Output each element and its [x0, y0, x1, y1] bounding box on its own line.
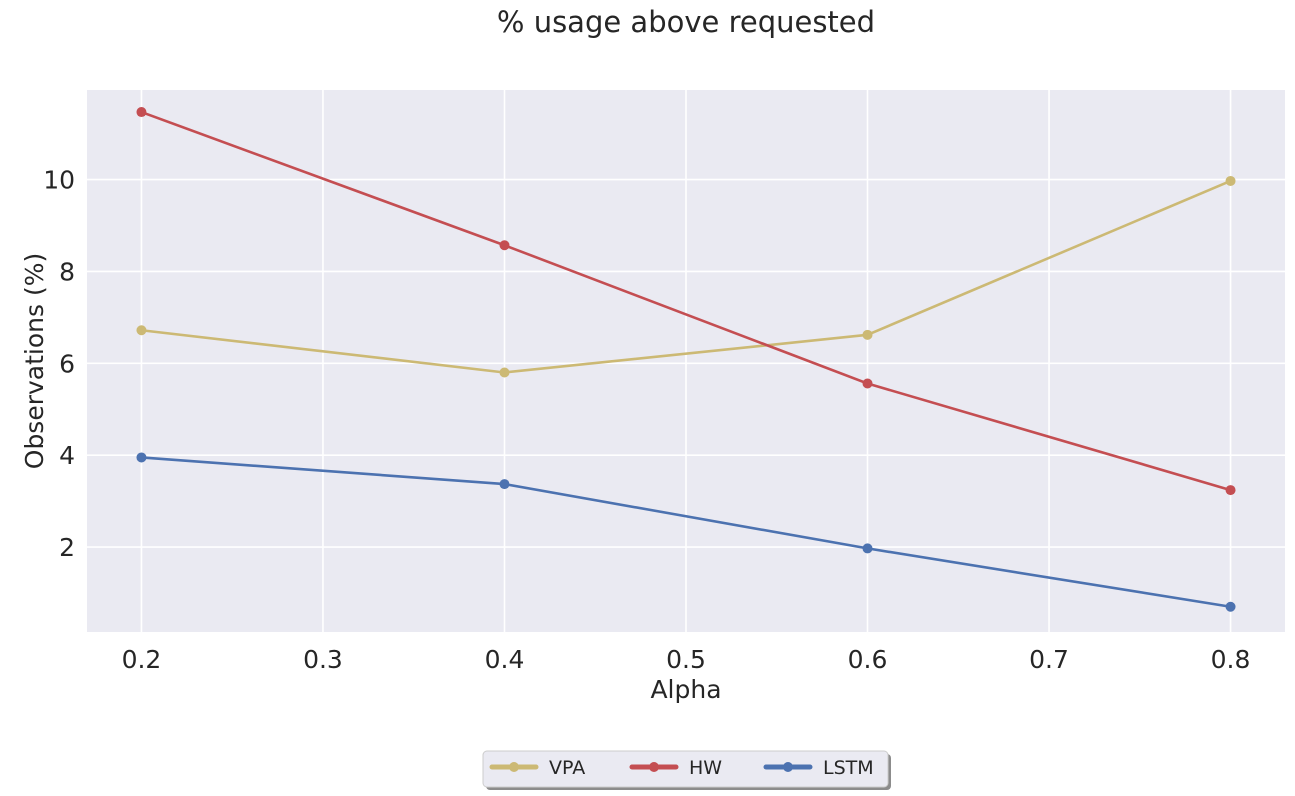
legend-label-lstm: LSTM: [823, 757, 874, 779]
series-line-vpa: [140, 179, 1232, 374]
series-lstm: [136, 452, 1236, 612]
data-point-hw: [862, 378, 873, 389]
y-axis-label: Observations (%): [20, 253, 49, 469]
legend-label-vpa: VPA: [549, 757, 585, 779]
legend-marker-lstm: [783, 762, 793, 772]
tick-labels: 0.2 0.3 0.4 0.5 0.6 0.7 0.8 2 4 6 8 10: [43, 166, 1250, 674]
data-point-vpa: [1225, 175, 1236, 186]
y-tick-label: 6: [59, 349, 75, 378]
legend-label-hw: HW: [689, 757, 722, 779]
y-tick-label: 2: [59, 533, 75, 562]
legend-marker-hw: [649, 762, 659, 772]
x-tick-label: 0.2: [122, 645, 162, 674]
x-tick-label: 0.7: [1029, 645, 1069, 674]
series-layer: [136, 107, 1236, 612]
data-point-lstm: [1225, 601, 1236, 612]
data-point-vpa: [136, 325, 147, 336]
y-tick-label: 4: [59, 441, 75, 470]
data-point-vpa: [499, 367, 510, 378]
x-tick-label: 0.3: [303, 645, 343, 674]
data-point-lstm: [499, 479, 510, 490]
data-point-lstm: [136, 452, 147, 463]
chart-title: % usage above requested: [497, 5, 875, 39]
series-vpa: [136, 175, 1236, 378]
legend-item-hw: HW: [629, 757, 722, 779]
data-point-vpa: [862, 329, 873, 340]
series-line-hw: [140, 110, 1232, 492]
legend-marker-vpa: [509, 762, 519, 772]
legend-item-vpa: VPA: [489, 757, 585, 779]
legend-box: [482, 750, 889, 788]
x-tick-label: 0.4: [485, 645, 525, 674]
y-tick-label: 10: [43, 166, 75, 195]
series-line-lstm: [140, 456, 1232, 609]
series-hw: [136, 107, 1236, 496]
x-tick-label: 0.8: [1211, 645, 1251, 674]
data-point-hw: [1225, 485, 1236, 496]
data-point-hw: [136, 107, 147, 118]
legend-item-lstm: LSTM: [763, 757, 874, 779]
x-tick-label: 0.6: [848, 645, 888, 674]
x-axis-label: Alpha: [650, 675, 721, 704]
y-tick-label: 8: [59, 257, 75, 286]
grid-lines: [87, 90, 1285, 632]
data-point-hw: [499, 240, 510, 251]
legend: VPA HW LSTM: [482, 750, 891, 790]
data-point-lstm: [862, 543, 873, 554]
x-tick-label: 0.5: [666, 645, 706, 674]
legend-items: VPA HW LSTM: [489, 757, 874, 779]
